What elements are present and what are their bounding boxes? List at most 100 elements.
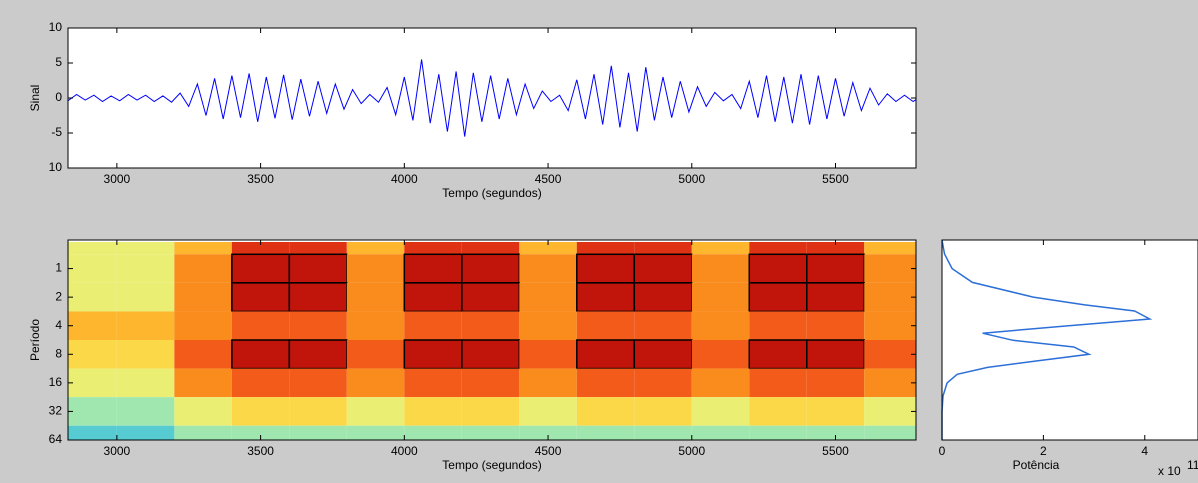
y-tick-label: 32 xyxy=(49,404,63,418)
heat-cell xyxy=(68,282,117,312)
heat-cell xyxy=(519,340,577,369)
heat-cell xyxy=(116,397,175,426)
heat-cell xyxy=(806,311,865,340)
heat-cell xyxy=(116,282,175,312)
heat-cell xyxy=(288,253,348,284)
heat-cell xyxy=(68,254,117,283)
x-tick-label: 4000 xyxy=(391,444,418,458)
x-axis-label: Tempo (segundos) xyxy=(442,186,541,200)
heat-cell xyxy=(68,425,117,440)
heat-cell xyxy=(806,242,865,255)
heat-cell xyxy=(403,339,463,370)
y-tick-label: 16 xyxy=(49,375,63,389)
heat-cell xyxy=(404,368,462,398)
heat-cell xyxy=(749,242,807,255)
heat-cell xyxy=(748,282,808,313)
heat-cell xyxy=(864,425,916,440)
heat-cell xyxy=(576,425,635,440)
heat-cell xyxy=(174,397,232,426)
heat-cell xyxy=(576,253,636,284)
heat-cell xyxy=(749,397,807,426)
heat-cell xyxy=(576,397,635,426)
heat-cell xyxy=(576,339,636,370)
heat-cell xyxy=(404,397,462,426)
heat-cell xyxy=(288,282,348,313)
heat-cell xyxy=(68,242,117,255)
x-tick-label: 2 xyxy=(1040,444,1047,458)
y-tick-label: -5 xyxy=(51,125,62,139)
x-tick-label: 0 xyxy=(939,444,946,458)
y-tick-label: 10 xyxy=(49,20,63,34)
heat-cell xyxy=(289,368,347,398)
heat-cell xyxy=(749,425,807,440)
y-tick-label: 5 xyxy=(55,55,62,69)
heat-cell xyxy=(864,340,916,369)
heat-cell xyxy=(231,339,291,370)
heat-cell xyxy=(174,311,232,340)
heat-cell xyxy=(691,425,750,440)
y-tick-label: 4 xyxy=(55,318,62,332)
x-tick-label: 4000 xyxy=(391,172,418,186)
plot-area xyxy=(68,28,916,168)
heat-cell xyxy=(749,311,807,340)
heat-cell xyxy=(346,282,405,312)
heat-cell xyxy=(461,368,520,398)
heat-cell xyxy=(116,254,175,283)
plot-frame xyxy=(941,239,1198,441)
heat-cell xyxy=(691,254,750,283)
heat-cell xyxy=(634,368,692,398)
x-tick-label: 5500 xyxy=(822,172,849,186)
heat-cell xyxy=(231,397,290,426)
heat-cell xyxy=(174,282,232,312)
x-tick-label: 3000 xyxy=(104,444,131,458)
heat-cell xyxy=(174,254,232,283)
heat-cell xyxy=(748,253,808,284)
heat-cell xyxy=(346,368,405,398)
heat-cell xyxy=(231,242,290,255)
x-tick-label: 3500 xyxy=(247,172,274,186)
heat-cell xyxy=(289,311,347,340)
heat-cell xyxy=(289,242,347,255)
heat-cell xyxy=(576,282,636,313)
heat-cell xyxy=(634,311,692,340)
y-tick-label: 1 xyxy=(55,261,62,275)
heat-cell xyxy=(231,425,290,440)
heat-cell xyxy=(289,425,347,440)
heat-cell xyxy=(461,339,521,370)
y-tick-label: 64 xyxy=(49,432,63,446)
x-tick-label: 5000 xyxy=(678,172,705,186)
heat-cell xyxy=(346,397,405,426)
heat-cell xyxy=(634,425,692,440)
heat-cell xyxy=(576,311,635,340)
x-tick-label: 5500 xyxy=(822,444,849,458)
heat-cell xyxy=(346,254,405,283)
heat-cell xyxy=(519,254,577,283)
heat-cell xyxy=(461,397,520,426)
heat-cell xyxy=(174,340,232,369)
heat-cell xyxy=(748,339,808,370)
x-axis-label: Potência xyxy=(1013,458,1060,472)
heat-cell xyxy=(519,368,577,398)
heat-cell xyxy=(174,368,232,398)
heat-cell xyxy=(116,425,175,440)
heat-cell xyxy=(864,397,916,426)
heat-cell xyxy=(346,242,405,255)
plot-area xyxy=(942,240,1198,440)
heat-cell xyxy=(806,368,865,398)
x-tick-label: 3500 xyxy=(247,444,274,458)
heat-cell xyxy=(806,397,865,426)
heat-cell xyxy=(346,340,405,369)
heat-cell xyxy=(864,242,916,255)
heat-cell xyxy=(461,253,521,284)
heat-cell xyxy=(461,282,521,313)
heat-cell xyxy=(404,425,462,440)
heat-cell xyxy=(404,311,462,340)
heat-cell xyxy=(864,282,916,312)
heat-cell xyxy=(691,368,750,398)
heat-cell xyxy=(864,254,916,283)
plot-frame xyxy=(67,239,917,441)
x-axis-label: Tempo (segundos) xyxy=(442,458,541,472)
heat-cell xyxy=(864,368,916,398)
heat-cell xyxy=(633,253,693,284)
